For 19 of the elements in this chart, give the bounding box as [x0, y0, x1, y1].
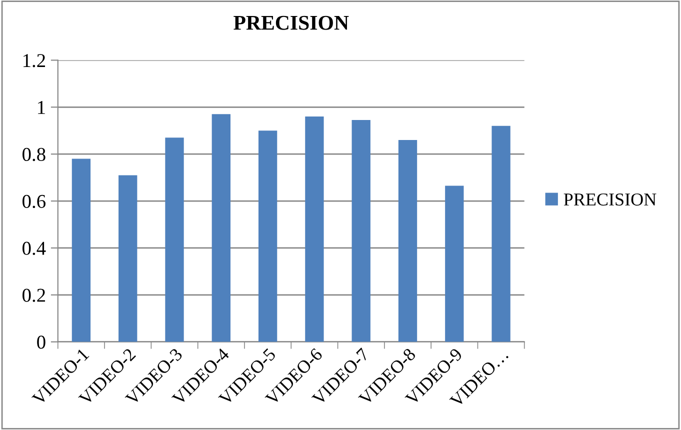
y-tick-label: 1 [38, 101, 45, 114]
y-tick-label: 0.6 [22, 194, 46, 208]
bar [258, 130, 278, 342]
bar [305, 116, 324, 342]
y-tick-label: 0.2 [22, 288, 46, 302]
bar [212, 114, 230, 342]
y-tick-label: 1.2 [23, 54, 46, 68]
legend-label: PRECISION [564, 193, 656, 206]
bar [445, 186, 464, 342]
y-tick-label: 0.8 [22, 148, 46, 162]
y-tick-label: 0.4 [22, 242, 46, 255]
bar [72, 158, 91, 342]
y-tick-label: 0 [37, 336, 46, 349]
bar [118, 175, 138, 342]
bar [398, 140, 418, 342]
bar [492, 126, 510, 342]
chart-title: PRECISION [234, 16, 349, 30]
bar [165, 138, 184, 342]
bar [352, 120, 370, 342]
